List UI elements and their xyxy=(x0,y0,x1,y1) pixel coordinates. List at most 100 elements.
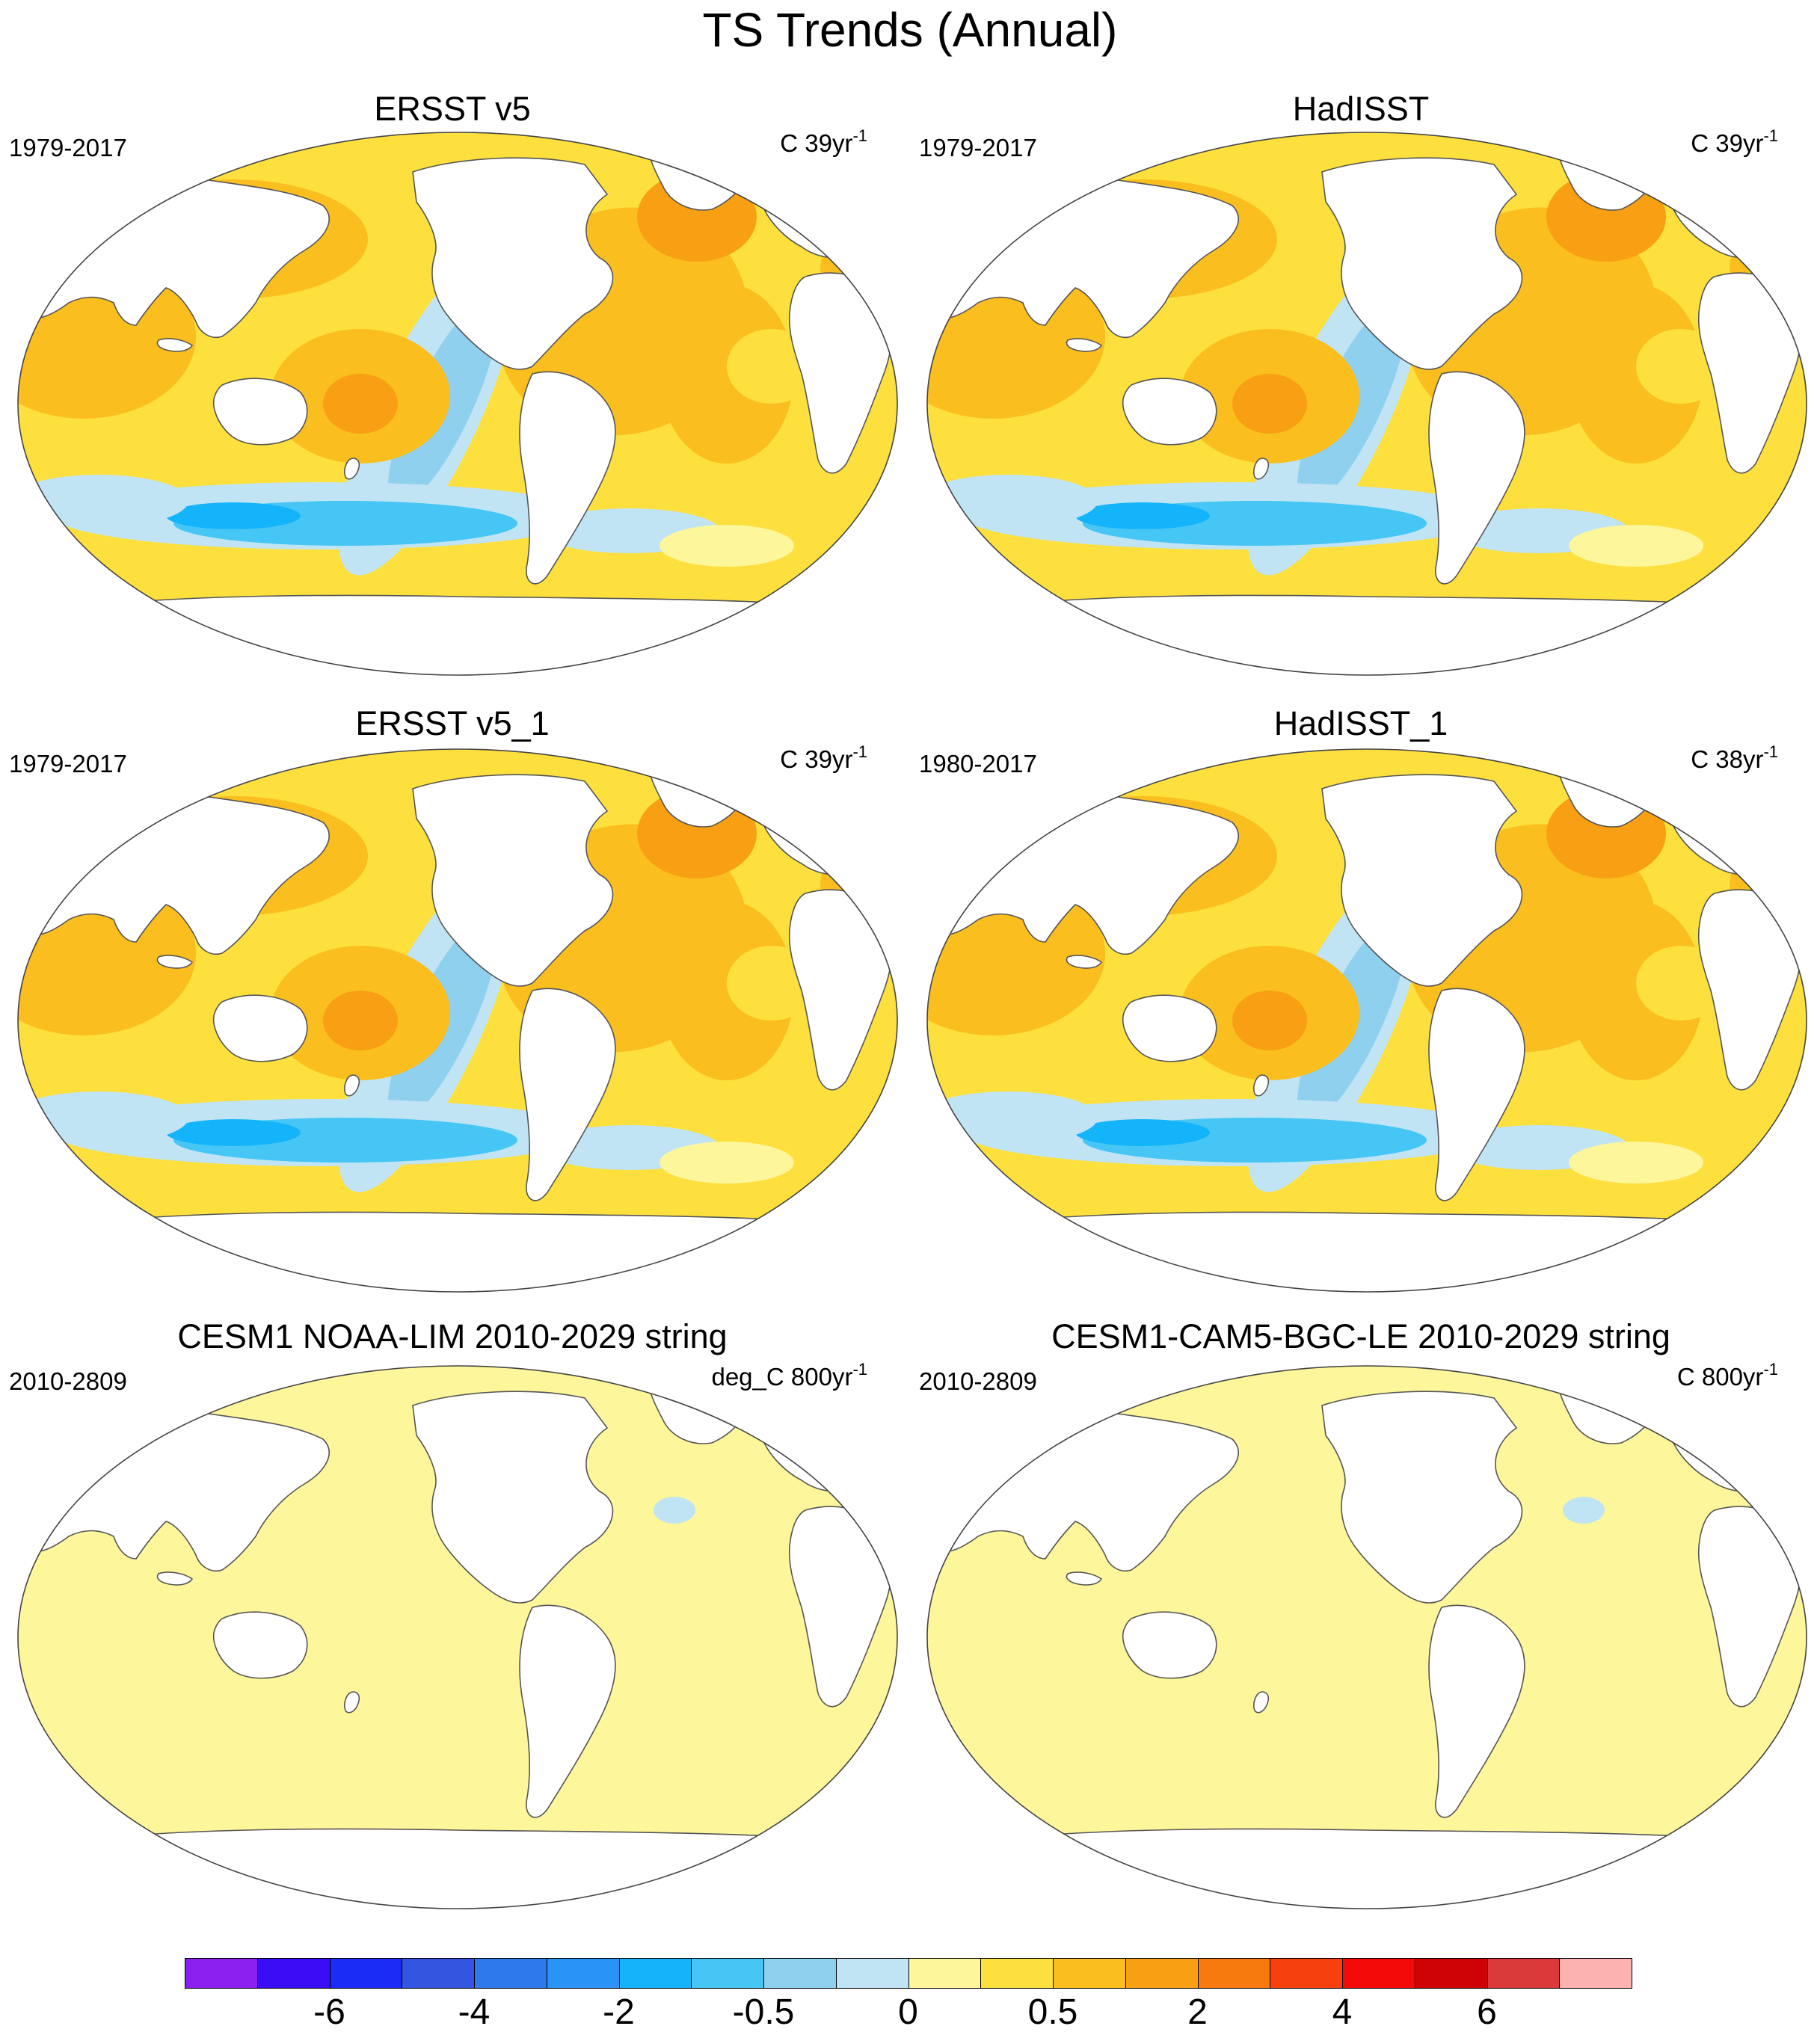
panel-title: ERSST v5_1 xyxy=(355,704,550,742)
colorbar-swatch xyxy=(402,1958,475,1989)
map-outline xyxy=(926,1365,1807,1909)
panel-title: CESM1 NOAA-LIM 2010-2029 string xyxy=(177,1317,728,1355)
map-panel-ersst-v5-1 xyxy=(9,744,906,1297)
landmass-australia xyxy=(213,378,308,446)
colorbar-swatch xyxy=(908,1958,982,1989)
colorbar-swatch xyxy=(691,1958,764,1989)
landmass-north-america xyxy=(412,774,614,987)
landmass-north-america xyxy=(1321,157,1523,370)
anomaly-region xyxy=(18,475,188,527)
landmass-africa-west xyxy=(927,892,938,970)
colorbar-swatch xyxy=(1342,1958,1415,1989)
map-svg xyxy=(17,132,898,676)
anomaly-region xyxy=(660,284,794,464)
landmass-antarctica xyxy=(999,1828,1735,1909)
landmass-north-america xyxy=(412,1391,614,1604)
colorbar-swatch xyxy=(1487,1958,1561,1989)
landmass-new-zealand xyxy=(1253,1074,1270,1097)
colorbar-tick-label: 6 xyxy=(1477,1992,1497,2032)
anomaly-region xyxy=(166,1119,301,1146)
anomaly-region xyxy=(660,901,794,1080)
panel-period: 1979-2017 xyxy=(919,134,1037,161)
landmass-australia xyxy=(1122,994,1217,1062)
colorbar-tick-label: -2 xyxy=(603,1992,635,2032)
panel-units: C 800yr-1 xyxy=(1676,1360,1778,1391)
panel-period: 1980-2017 xyxy=(919,750,1037,778)
landmass-antarctica xyxy=(90,594,826,675)
landmass-australia xyxy=(1122,1611,1217,1679)
anomaly-region xyxy=(1569,1142,1703,1183)
panel-units: deg_C 800yr-1 xyxy=(711,1360,867,1391)
panel-units: C 39yr-1 xyxy=(780,742,867,774)
colorbar-swatch xyxy=(1053,1958,1126,1989)
anomaly-region xyxy=(1563,1497,1605,1524)
anomaly-region xyxy=(1075,502,1210,529)
anomaly-region xyxy=(166,502,301,529)
landmass-south-america xyxy=(1428,988,1525,1201)
anomaly-region xyxy=(654,1497,695,1524)
landmass-new-zealand xyxy=(344,458,360,480)
landmass-africa-west xyxy=(18,892,28,970)
panel-title: HadISST_1 xyxy=(1273,704,1448,742)
anomaly-region xyxy=(927,475,1098,527)
landmass-maritime xyxy=(156,1571,194,1586)
panel-period: 2010-2809 xyxy=(9,1367,127,1395)
landmass-new-zealand xyxy=(344,1691,360,1714)
panel-title: HadISST xyxy=(1292,90,1430,128)
anomaly-region xyxy=(660,525,794,567)
landmass-australia xyxy=(1122,378,1217,446)
landmass-maritime xyxy=(156,955,194,969)
landmass-maritime xyxy=(1066,338,1103,352)
landmass-antarctica xyxy=(90,1828,826,1909)
landmass-maritime xyxy=(1066,1571,1103,1586)
anomaly-region xyxy=(323,991,398,1050)
landmass-new-zealand xyxy=(1253,1691,1270,1714)
panel-period: 1979-2017 xyxy=(9,134,127,161)
anomaly-region xyxy=(323,374,398,434)
colorbar-swatch xyxy=(618,1958,692,1989)
landmass-australia xyxy=(213,994,308,1062)
map-outline xyxy=(17,1365,898,1909)
colorbar-swatch xyxy=(546,1958,620,1989)
colorbar xyxy=(185,1958,1632,1989)
colorbar-swatch xyxy=(1270,1958,1343,1989)
landmass-new-zealand xyxy=(344,1074,360,1097)
landmass-antarctica xyxy=(999,1211,1735,1292)
landmass-north-america xyxy=(1321,1391,1523,1604)
anomaly-region xyxy=(1569,525,1703,567)
colorbar-tick-label: 0 xyxy=(898,1992,918,2032)
landmass-south-america xyxy=(519,988,616,1201)
map-svg xyxy=(926,1365,1807,1909)
landmass-africa-west xyxy=(927,275,938,353)
landmass-new-zealand xyxy=(1253,458,1270,480)
anomaly-region xyxy=(927,1092,1098,1144)
map-outline xyxy=(17,748,898,1293)
panel-units: C 39yr-1 xyxy=(780,126,867,158)
map-svg xyxy=(17,1365,898,1909)
colorbar-tick-label: -6 xyxy=(313,1992,345,2032)
colorbar-swatch xyxy=(1559,1958,1632,1989)
landmass-africa-west xyxy=(18,1509,28,1586)
map-panel-cesm1-cam5-bgc-le xyxy=(918,1361,1816,1914)
colorbar-tick-label: 2 xyxy=(1187,1992,1208,2032)
map-outline xyxy=(17,132,898,676)
landmass-maritime xyxy=(156,338,194,352)
colorbar-tick-label: -0.5 xyxy=(732,1992,795,2032)
colorbar-swatch xyxy=(1125,1958,1199,1989)
colorbar-swatch xyxy=(474,1958,547,1989)
landmass-south-america xyxy=(1428,1604,1525,1818)
map-svg xyxy=(926,132,1807,676)
landmass-antarctica xyxy=(90,1211,826,1292)
colorbar-swatch xyxy=(1197,1958,1271,1989)
landmass-south-america xyxy=(519,371,616,585)
panel-period: 2010-2809 xyxy=(919,1367,1037,1395)
landmass-south-america xyxy=(519,1604,616,1818)
map-outline xyxy=(926,748,1807,1293)
colorbar-swatch xyxy=(835,1958,909,1989)
anomaly-region xyxy=(1569,901,1703,1080)
panel-title: ERSST v5 xyxy=(374,90,531,128)
figure-title: TS Trends (Annual) xyxy=(702,3,1118,57)
panel-title: CESM1-CAM5-BGC-LE 2010-2029 string xyxy=(1051,1317,1670,1355)
landmass-maritime xyxy=(1066,955,1103,969)
colorbar-swatch xyxy=(1414,1958,1488,1989)
